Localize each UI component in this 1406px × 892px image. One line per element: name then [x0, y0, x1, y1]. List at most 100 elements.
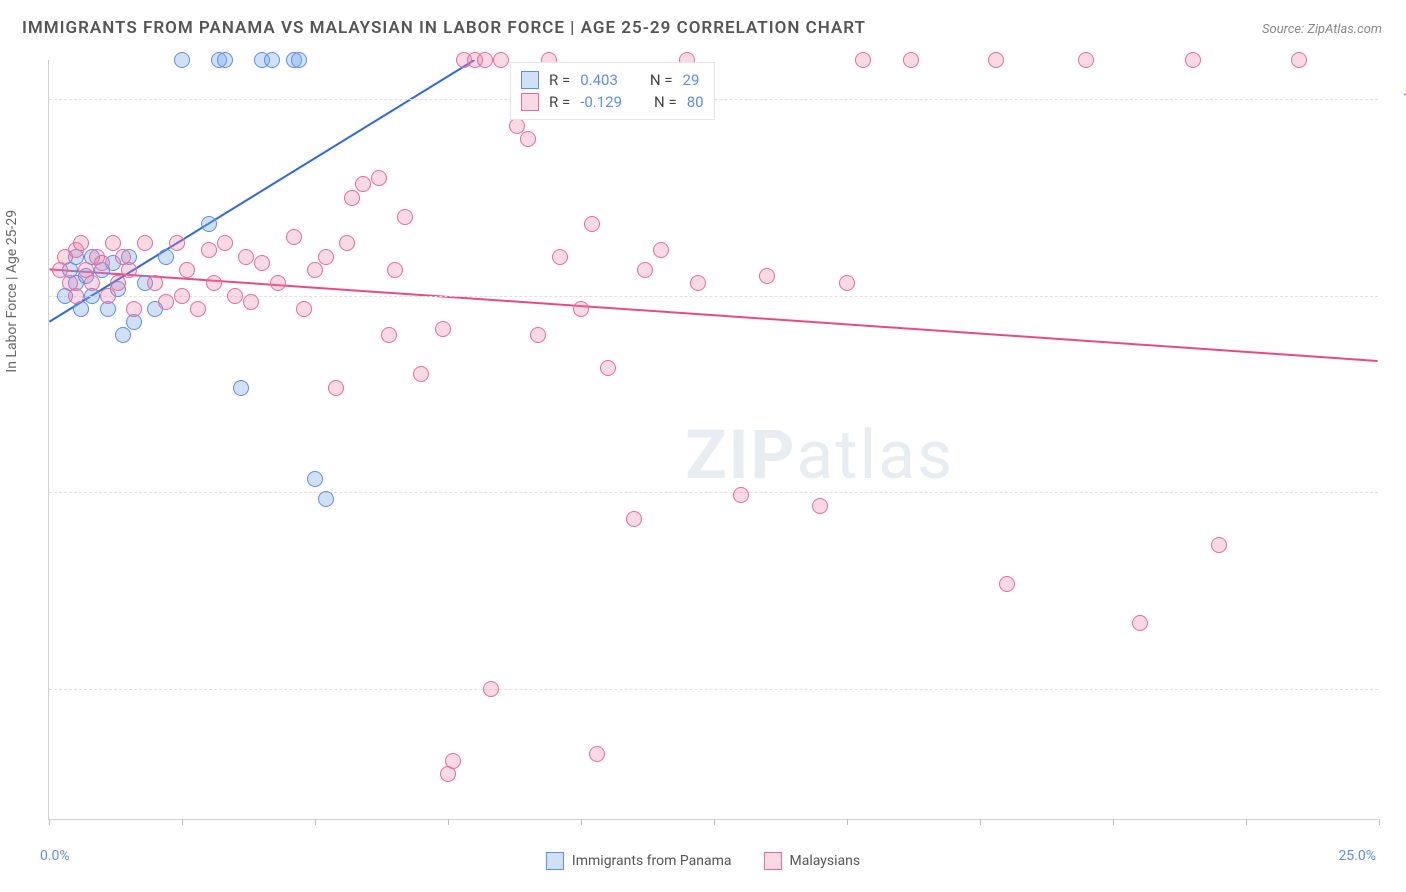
data-point	[307, 471, 323, 487]
data-point	[397, 209, 413, 225]
data-point	[68, 288, 84, 304]
x-tick	[182, 819, 183, 825]
data-point	[637, 262, 653, 278]
data-point	[238, 249, 254, 265]
data-point	[339, 235, 355, 251]
data-point	[733, 487, 749, 503]
data-point	[201, 242, 217, 258]
data-point	[839, 275, 855, 291]
data-point	[355, 176, 371, 192]
data-point	[1211, 537, 1227, 553]
chart-source: Source: ZipAtlas.com	[1262, 22, 1382, 37]
data-point	[179, 262, 195, 278]
data-point	[100, 288, 116, 304]
x-tick	[1379, 819, 1380, 825]
x-tick	[315, 819, 316, 825]
data-point	[435, 321, 451, 337]
data-point	[147, 275, 163, 291]
stats-row-panama: R = 0.403 N = 29	[521, 69, 704, 91]
y-tick-label: 70.0%	[1388, 484, 1406, 500]
data-point	[381, 327, 397, 343]
series-legend: Immigrants from Panama Malaysians	[546, 852, 860, 870]
data-point	[217, 52, 233, 68]
x-tick	[1246, 819, 1247, 825]
data-point	[190, 301, 206, 317]
x-axis-max-label: 25.0%	[1338, 848, 1376, 864]
data-point	[227, 288, 243, 304]
data-point	[286, 229, 302, 245]
data-point	[243, 294, 259, 310]
data-point	[1291, 52, 1307, 68]
data-point	[988, 52, 1004, 68]
correlation-chart: IMMIGRANTS FROM PANAMA VS MALAYSIAN IN L…	[0, 0, 1406, 892]
x-tick	[714, 819, 715, 825]
data-point	[110, 275, 126, 291]
grid-line	[49, 689, 1378, 690]
data-point	[552, 249, 568, 265]
data-point	[94, 255, 110, 271]
trend-line	[49, 269, 1377, 361]
x-tick	[49, 819, 50, 825]
data-point	[137, 235, 153, 251]
data-point	[445, 753, 461, 769]
swatch-panama	[521, 71, 539, 89]
data-point	[169, 235, 185, 251]
data-point	[158, 249, 174, 265]
data-point	[270, 275, 286, 291]
data-point	[291, 52, 307, 68]
legend-item-panama: Immigrants from Panama	[546, 852, 732, 870]
chart-title: IMMIGRANTS FROM PANAMA VS MALAYSIAN IN L…	[22, 18, 866, 38]
data-point	[589, 746, 605, 762]
data-point	[903, 52, 919, 68]
grid-line	[49, 492, 1378, 493]
watermark: ZIPatlas	[685, 415, 954, 495]
data-point	[174, 288, 190, 304]
data-point	[201, 216, 217, 232]
data-point	[121, 262, 137, 278]
x-tick	[581, 819, 582, 825]
data-point	[115, 327, 131, 343]
x-tick	[448, 819, 449, 825]
data-point	[206, 275, 222, 291]
data-point	[1132, 615, 1148, 631]
data-point	[855, 52, 871, 68]
y-axis-title: In Labor Force | Age 25-29	[4, 210, 20, 373]
data-point	[413, 366, 429, 382]
data-point	[999, 576, 1015, 592]
data-point	[318, 249, 334, 265]
data-point	[318, 491, 334, 507]
x-axis-min-label: 0.0%	[40, 848, 70, 864]
legend-swatch-malaysians	[763, 852, 781, 870]
data-point	[307, 262, 323, 278]
data-point	[328, 380, 344, 396]
data-point	[371, 170, 387, 186]
data-point	[520, 131, 536, 147]
data-point	[812, 498, 828, 514]
data-point	[573, 301, 589, 317]
stats-legend: R = 0.403 N = 29 R = -0.129 N = 80	[510, 62, 715, 120]
data-point	[344, 190, 360, 206]
data-point	[1185, 52, 1201, 68]
data-point	[158, 294, 174, 310]
data-point	[296, 301, 312, 317]
y-tick-label: 55.0%	[1388, 681, 1406, 697]
data-point	[1078, 52, 1094, 68]
legend-item-malaysians: Malaysians	[763, 852, 860, 870]
data-point	[493, 52, 509, 68]
x-tick	[1113, 819, 1114, 825]
data-point	[254, 255, 270, 271]
data-point	[477, 52, 493, 68]
data-point	[387, 262, 403, 278]
data-point	[217, 235, 233, 251]
data-point	[264, 52, 280, 68]
y-tick-label: 100.0%	[1388, 91, 1406, 107]
trend-lines-layer	[49, 60, 1378, 819]
data-point	[626, 511, 642, 527]
data-point	[584, 216, 600, 232]
data-point	[233, 380, 249, 396]
data-point	[174, 52, 190, 68]
legend-swatch-panama	[546, 852, 564, 870]
data-point	[759, 268, 775, 284]
data-point	[73, 235, 89, 251]
x-tick	[847, 819, 848, 825]
